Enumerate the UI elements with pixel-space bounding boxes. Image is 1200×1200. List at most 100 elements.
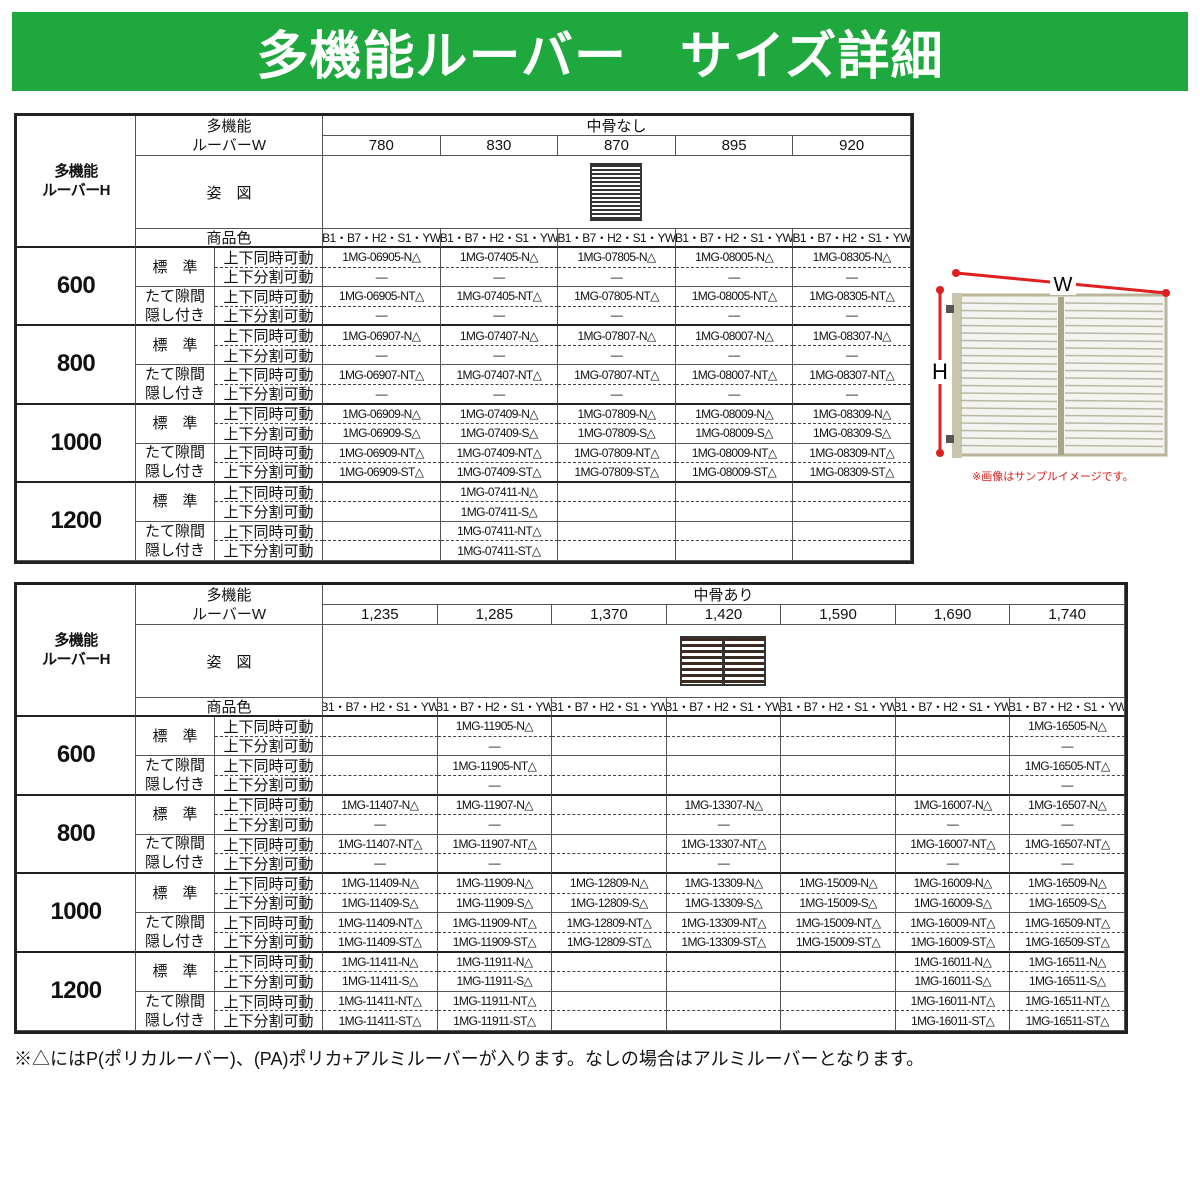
width-header: 895: [675, 136, 794, 156]
product-code: 1MG-11411-S△: [323, 972, 438, 992]
product-code: [781, 972, 896, 992]
product-code: [895, 775, 1011, 796]
product-code: 1MG-16505-NT△: [1010, 756, 1125, 776]
product-code: [781, 795, 896, 816]
product-code: ―: [323, 306, 441, 327]
product-code: ―: [675, 384, 794, 405]
product-code: [323, 521, 441, 542]
product-code: [781, 736, 896, 757]
product-code: [666, 952, 782, 973]
product-code: [781, 1011, 896, 1031]
product-code: [552, 736, 667, 757]
product-code: 1MG-07407-NT△: [440, 365, 559, 385]
product-code: 1MG-07807-NT△: [558, 365, 676, 385]
type-hidden-label: たて隙間: [144, 444, 205, 462]
product-code: ―: [437, 815, 553, 835]
product-code: 1MG-16511-S△: [1010, 972, 1125, 992]
product-code: [323, 775, 438, 796]
product-code: [781, 834, 896, 855]
product-code: 1MG-06905-NT△: [323, 287, 441, 307]
product-code: 1MG-16511-N△: [1010, 952, 1125, 973]
figure-label: 姿 図: [136, 156, 323, 229]
product-code: ―: [437, 854, 553, 874]
type-hidden-label: たて隙間: [144, 522, 205, 540]
type-hidden-label: 隠し付き: [144, 775, 205, 793]
height-label: H: [932, 359, 948, 384]
product-code: [666, 775, 782, 796]
product-color: B1・B7・H2・S1・YW: [1010, 698, 1125, 717]
product-code: [781, 815, 896, 835]
product-code: 1MG-06909-N△: [323, 404, 441, 425]
mode-sync: 上下同時可動: [215, 482, 323, 503]
mode-sync: 上下同時可動: [215, 521, 323, 542]
product-code: 1MG-15009-NT△: [781, 913, 896, 933]
product-code: 1MG-11409-N△: [323, 874, 438, 894]
louver-w-header: 多機能 ルーバーW: [136, 585, 323, 625]
width-header: 780: [323, 136, 441, 156]
mode-sync: 上下同時可動: [215, 287, 323, 307]
product-code: 1MG-11409-ST△: [323, 932, 438, 953]
product-code: 1MG-11409-S△: [323, 893, 438, 914]
product-code: 1MG-07409-ST△: [440, 463, 559, 483]
mode-sync: 上下同時可動: [215, 756, 323, 776]
mode-sync: 上下同時可動: [215, 795, 323, 816]
product-code: 1MG-07411-S△: [440, 502, 559, 522]
product-code: 1MG-16505-N△: [1010, 717, 1125, 737]
product-code: 1MG-16509-NT△: [1010, 913, 1125, 933]
product-code: 1MG-07409-NT△: [440, 443, 559, 464]
product-code: 1MG-16509-S△: [1010, 893, 1125, 914]
product-code: 1MG-12809-S△: [552, 893, 667, 914]
mode-split: 上下分割可動: [215, 736, 323, 757]
product-code: [552, 775, 667, 796]
type-hidden-label: 隠し付き: [144, 1011, 205, 1029]
mode-sync: 上下同時可動: [215, 717, 323, 737]
type-standard: 標 準: [136, 952, 215, 992]
mode-split: 上下分割可動: [215, 267, 323, 288]
mode-sync: 上下同時可動: [215, 874, 323, 894]
type-standard: 標 準: [136, 795, 215, 835]
footnote: ※△にはP(ポリカルーバー)、(PA)ポリカ+アルミルーバーが入ります。なしの場…: [14, 1049, 925, 1069]
product-code: 1MG-15009-S△: [781, 893, 896, 914]
product-code: ―: [675, 345, 794, 366]
product-code: 1MG-11411-N△: [323, 952, 438, 973]
height-value: 1000: [17, 404, 136, 483]
product-code: ―: [558, 267, 676, 288]
product-code: 1MG-11907-NT△: [437, 834, 553, 855]
product-code: [323, 717, 438, 737]
color-label: 商品色: [136, 229, 323, 248]
product-code: [558, 521, 676, 542]
product-code: ―: [666, 815, 782, 835]
product-code: 1MG-08009-ST△: [675, 463, 794, 483]
product-code: 1MG-07411-N△: [440, 482, 559, 503]
product-color: B1・B7・H2・S1・YW: [895, 698, 1011, 717]
product-color: B1・B7・H2・S1・YW: [552, 698, 667, 717]
product-code: 1MG-08005-N△: [675, 248, 794, 268]
product-code: [666, 756, 782, 776]
mode-split: 上下分割可動: [215, 306, 323, 327]
width-header: 1,740: [1010, 605, 1125, 625]
product-code: [552, 717, 667, 737]
product-code: ―: [437, 775, 553, 796]
product-code: [552, 1011, 667, 1031]
product-code: [675, 541, 794, 561]
product-code: 1MG-11411-ST△: [323, 1011, 438, 1031]
product-code: 1MG-16509-ST△: [1010, 932, 1125, 953]
type-standard: 標 準: [136, 874, 215, 914]
product-code: 1MG-11911-N△: [437, 952, 553, 973]
product-code: ―: [793, 267, 911, 288]
product-code: [552, 756, 667, 776]
product-code: 1MG-13309-ST△: [666, 932, 782, 953]
product-code: 1MG-08009-NT△: [675, 443, 794, 464]
product-code: 1MG-07411-ST△: [440, 541, 559, 561]
mode-split: 上下分割可動: [215, 815, 323, 835]
mode-sync: 上下同時可動: [215, 913, 323, 933]
product-code: [895, 717, 1011, 737]
width-header: 830: [440, 136, 559, 156]
product-code: 1MG-13309-N△: [666, 874, 782, 894]
product-code: [323, 756, 438, 776]
product-code: [793, 482, 911, 503]
product-code: [666, 991, 782, 1012]
product-code: ―: [440, 267, 559, 288]
product-code: [781, 775, 896, 796]
mode-split: 上下分割可動: [215, 932, 323, 953]
